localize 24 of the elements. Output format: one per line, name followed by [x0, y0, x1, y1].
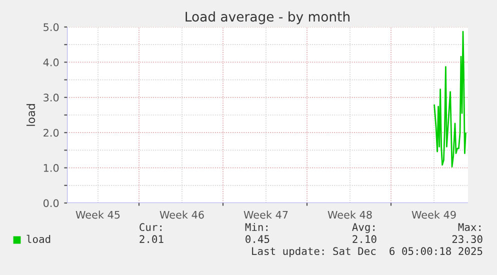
text: Min: — [245, 222, 268, 231]
text: 2.10 — [352, 235, 376, 244]
text: 23.30 — [452, 235, 482, 244]
y-tick-label: 4.0 — [43, 58, 59, 66]
x-tick-label: Week 49 — [412, 210, 456, 219]
chart-title: Load average - by month — [186, 11, 350, 24]
x-tick-label: Week 45 — [76, 210, 120, 219]
line-series — [434, 30, 466, 168]
text: Avg: — [352, 223, 374, 234]
text: 0.45 — [246, 235, 270, 244]
text: 2.01 — [140, 235, 164, 244]
text: Cur: — [140, 223, 162, 232]
x-tick-label: Week 47 — [244, 210, 288, 219]
x-tick-label: Week 48 — [328, 210, 372, 219]
text: Max: — [458, 223, 480, 232]
y-tick-label: 2.0 — [44, 128, 59, 137]
y-tick-label: 5.0 — [44, 23, 59, 32]
y-tick-label: 3.0 — [44, 94, 59, 102]
y-tick-label: 0.0 — [43, 199, 59, 208]
x-tick-label: Week 46 — [160, 210, 204, 219]
text: Last update: Sat Dec 6 05:00:18 2025 — [252, 246, 482, 258]
y-axis-title: load — [26, 104, 36, 126]
legend-label: load — [26, 234, 50, 244]
y-tick-label: 1.0 — [44, 164, 59, 172]
